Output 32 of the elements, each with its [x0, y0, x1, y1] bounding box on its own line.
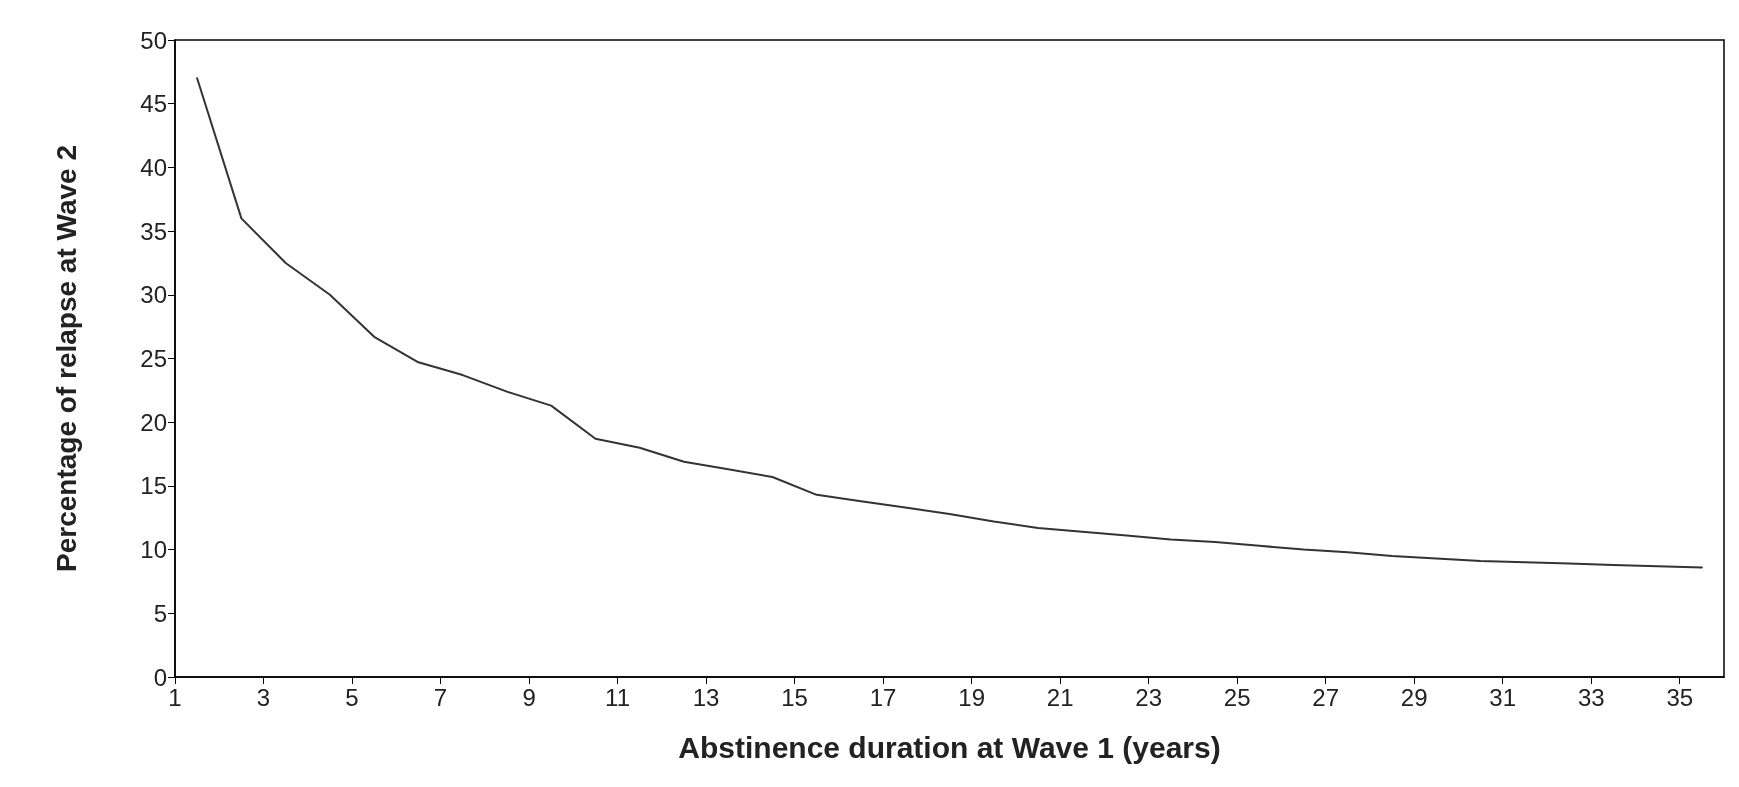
x-tick-label: 7	[433, 683, 448, 711]
y-tick-label: 25	[140, 345, 167, 372]
line-series	[196, 77, 1703, 569]
x-tick-label: 25	[1223, 683, 1251, 711]
x-tick-label: 21	[1046, 683, 1074, 711]
x-tick-label: 31	[1489, 683, 1517, 711]
x-tick-label: 29	[1400, 683, 1428, 711]
y-tick-label: 45	[140, 90, 167, 118]
y-tick-label: 40	[140, 153, 167, 181]
x-tick-label: 33	[1577, 683, 1605, 711]
x-tick-label: 13	[692, 683, 720, 711]
x-axis-title: Abstinence duration at Wave 1 (years)	[678, 730, 1221, 764]
y-tick-label: 20	[140, 408, 167, 436]
y-axis-title: Percentage of relapse at Wave 2	[50, 145, 82, 572]
y-tick-label: 0	[153, 663, 167, 691]
x-tick-label: 27	[1312, 683, 1340, 711]
y-tick-label: 50	[140, 26, 167, 54]
x-tick-label: 1	[168, 683, 182, 711]
x-tick-label: 5	[345, 683, 359, 711]
x-tick-label: 19	[958, 683, 985, 711]
y-tick-label: 10	[140, 536, 167, 564]
x-tick-label: 35	[1666, 683, 1694, 711]
x-tick-label: 23	[1135, 683, 1163, 711]
x-tick-label: 11	[605, 683, 631, 711]
y-tick-label: 15	[140, 472, 167, 500]
y-tick-label: 30	[140, 281, 167, 309]
x-tick-label: 3	[256, 683, 271, 711]
y-tick-label: 5	[153, 599, 167, 627]
x-tick-label: 15	[781, 683, 808, 711]
x-tick-label: 9	[522, 683, 536, 711]
x-tick-label: 17	[869, 683, 897, 711]
y-tick-label: 35	[140, 217, 167, 245]
